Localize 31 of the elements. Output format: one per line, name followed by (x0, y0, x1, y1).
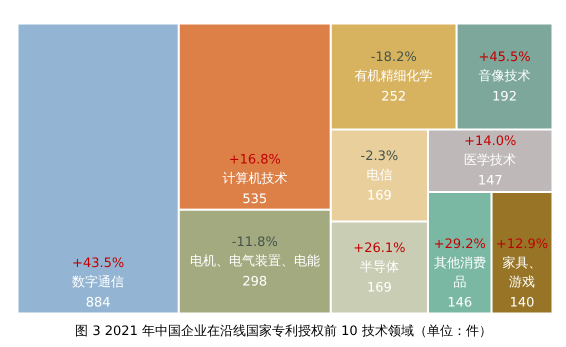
data-label: 192 (492, 89, 517, 104)
data-label: 169 (366, 280, 392, 296)
category-label: 数字通信 (72, 274, 124, 290)
category-label: 半导体 (360, 260, 399, 275)
text: -18.2% (370, 50, 417, 65)
text: +45.5% (478, 50, 531, 65)
category-label: 其他消费品 (434, 256, 486, 290)
data-label: 298 (242, 274, 268, 290)
category-label: 有机精细化学 (354, 68, 433, 84)
text: 图 3 2021 年中国企业在沿线国家专利授权前 10 技术领域（单位：件） (75, 323, 492, 339)
text: +29.2% (434, 237, 486, 252)
text: +43.5% (72, 256, 124, 271)
category-label: 音像技术 (478, 68, 531, 84)
data-label: 147 (478, 174, 503, 189)
data-label: 146 (447, 296, 472, 310)
category-label: 电信 (366, 168, 392, 183)
category-label: 计算机技术 (222, 171, 288, 186)
category-label: 电机、电气装置、电能 (190, 254, 320, 270)
text: +16.8% (228, 152, 281, 168)
category-label: 家具、游戏 (502, 255, 542, 290)
text: +14.0% (464, 134, 516, 150)
data-label: 884 (86, 296, 111, 310)
text: +12.9% (496, 237, 548, 252)
text: +26.1% (353, 240, 406, 256)
category-label: 医学技术 (464, 153, 516, 168)
data-label: 535 (242, 192, 268, 207)
data-label: 169 (366, 188, 392, 204)
text: -2.3% (360, 148, 398, 164)
text: -11.8% (232, 235, 278, 250)
data-label: 252 (381, 89, 406, 104)
data-label: 140 (510, 296, 534, 310)
